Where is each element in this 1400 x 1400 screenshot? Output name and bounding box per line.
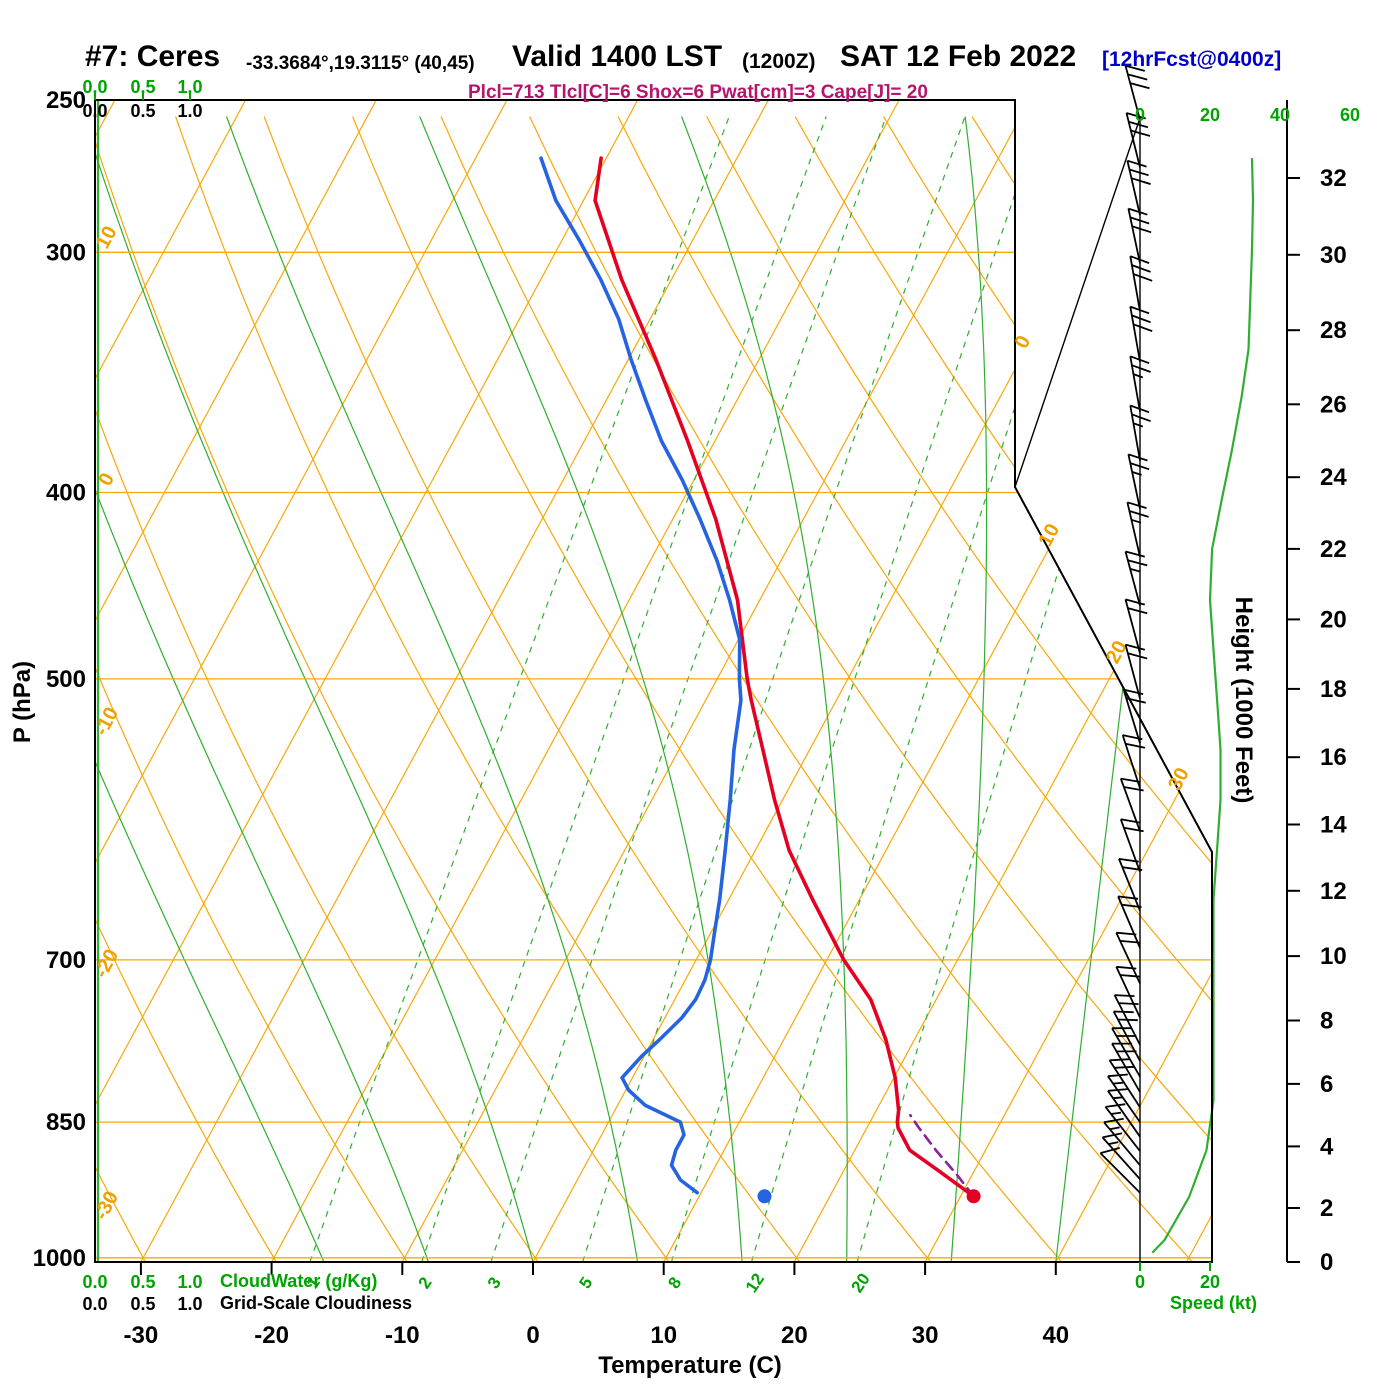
svg-text:12: 12 bbox=[1320, 878, 1347, 905]
parcel-curve bbox=[909, 1113, 975, 1198]
svg-text:1.0: 1.0 bbox=[177, 1272, 202, 1292]
svg-text:22: 22 bbox=[1320, 536, 1347, 563]
svg-text:3: 3 bbox=[484, 1274, 505, 1292]
svg-text:8: 8 bbox=[664, 1274, 685, 1292]
station-title: #7: Ceres bbox=[85, 40, 221, 73]
svg-text:24: 24 bbox=[1320, 464, 1347, 491]
svg-text:20: 20 bbox=[1200, 1272, 1220, 1292]
svg-text:10: 10 bbox=[1320, 943, 1347, 970]
svg-text:26: 26 bbox=[1320, 391, 1347, 418]
svg-text:10: 10 bbox=[650, 1322, 677, 1349]
cloudwater-axis-label: CloudWater (g/Kg) bbox=[220, 1271, 378, 1291]
moist-adiabats bbox=[95, 116, 1183, 1262]
svg-text:0.0: 0.0 bbox=[82, 1272, 107, 1292]
svg-text:0.5: 0.5 bbox=[130, 1272, 155, 1292]
svg-text:-30: -30 bbox=[124, 1322, 159, 1349]
svg-text:0.5: 0.5 bbox=[130, 1294, 155, 1314]
svg-text:1.0: 1.0 bbox=[177, 77, 202, 97]
svg-text:2: 2 bbox=[1320, 1195, 1333, 1222]
dry-adiabats bbox=[95, 116, 1212, 1262]
svg-text:-20: -20 bbox=[254, 1322, 289, 1349]
surface-temperature-dot bbox=[966, 1189, 981, 1204]
svg-text:10: 10 bbox=[1034, 520, 1064, 550]
svg-text:30: 30 bbox=[1320, 242, 1347, 269]
isotherms bbox=[95, 100, 1212, 1262]
svg-text:30: 30 bbox=[912, 1322, 939, 1349]
svg-text:700: 700 bbox=[46, 947, 86, 974]
svg-text:32: 32 bbox=[1320, 165, 1347, 192]
speed-axis-label: Speed (kt) bbox=[1170, 1293, 1258, 1313]
svg-text:0.0: 0.0 bbox=[82, 1294, 107, 1314]
svg-text:0: 0 bbox=[1135, 105, 1145, 125]
svg-text:6: 6 bbox=[1320, 1071, 1333, 1098]
temperature-axis-title: Temperature (C) bbox=[598, 1352, 782, 1379]
svg-text:20: 20 bbox=[847, 1270, 873, 1296]
forecast-tag: [12hrFcst@0400z] bbox=[1102, 48, 1282, 71]
svg-text:0.5: 0.5 bbox=[130, 101, 155, 121]
svg-text:18: 18 bbox=[1320, 676, 1347, 703]
sounding-curves bbox=[539, 156, 981, 1204]
svg-text:0: 0 bbox=[1320, 1249, 1333, 1276]
svg-text:20: 20 bbox=[1320, 606, 1347, 633]
svg-text:0.5: 0.5 bbox=[130, 77, 155, 97]
svg-text:60: 60 bbox=[1340, 105, 1360, 125]
svg-text:20: 20 bbox=[781, 1322, 808, 1349]
svg-text:1.0: 1.0 bbox=[177, 1294, 202, 1314]
svg-text:1.0: 1.0 bbox=[177, 101, 202, 121]
station-coordinates: -33.3684°,19.3115° (40,45) bbox=[246, 53, 475, 74]
surface-dewpoint-dot bbox=[757, 1189, 772, 1204]
svg-text:2: 2 bbox=[415, 1274, 436, 1292]
plot-border bbox=[94, 99, 1213, 1263]
speed-axis-diagonal bbox=[1014, 117, 1141, 488]
valid-time-z: (1200Z) bbox=[742, 50, 816, 73]
svg-text:850: 850 bbox=[46, 1109, 86, 1136]
svg-text:40: 40 bbox=[1270, 105, 1290, 125]
svg-text:28: 28 bbox=[1320, 317, 1347, 344]
svg-text:40: 40 bbox=[1042, 1322, 1069, 1349]
svg-text:400: 400 bbox=[46, 480, 86, 507]
svg-text:0.0: 0.0 bbox=[82, 101, 107, 121]
svg-text:4: 4 bbox=[1320, 1133, 1334, 1160]
sounding-parameters: Plcl=713 Tlcl[C]=6 Shox=6 Pwat[cm]=3 Cap… bbox=[468, 82, 928, 103]
svg-text:1000: 1000 bbox=[33, 1245, 86, 1272]
pressure-axis-title: P (hPa) bbox=[9, 660, 36, 744]
svg-text:250: 250 bbox=[46, 87, 86, 114]
svg-text:0.0: 0.0 bbox=[82, 77, 107, 97]
svg-text:8: 8 bbox=[1320, 1007, 1333, 1034]
svg-text:20: 20 bbox=[1200, 105, 1220, 125]
mixing-ratio-lines bbox=[309, 116, 1201, 1262]
svg-text:0: 0 bbox=[1135, 1272, 1145, 1292]
svg-text:-10: -10 bbox=[385, 1322, 420, 1349]
svg-text:16: 16 bbox=[1320, 744, 1347, 771]
cloudiness-axis-label: Grid-Scale Cloudiness bbox=[220, 1293, 413, 1313]
svg-text:5: 5 bbox=[575, 1274, 596, 1292]
svg-text:14: 14 bbox=[1320, 812, 1347, 839]
background-lines bbox=[95, 100, 1212, 1262]
svg-text:12: 12 bbox=[742, 1270, 768, 1296]
valid-date: SAT 12 Feb 2022 bbox=[840, 40, 1077, 73]
dewpoint-curve bbox=[539, 156, 743, 1195]
svg-text:30: 30 bbox=[1164, 764, 1194, 794]
svg-text:500: 500 bbox=[46, 666, 86, 693]
wind-barbs bbox=[1099, 64, 1153, 1194]
svg-text:10: 10 bbox=[92, 223, 122, 253]
pressure-gridlines bbox=[95, 251, 1212, 1259]
valid-time: Valid 1400 LST bbox=[512, 40, 723, 73]
svg-text:20: 20 bbox=[1102, 637, 1132, 667]
svg-text:0: 0 bbox=[526, 1322, 539, 1349]
height-axis-title: Height (1000 Feet) bbox=[1230, 596, 1257, 804]
temperature-curve bbox=[593, 156, 976, 1199]
svg-text:300: 300 bbox=[46, 239, 86, 266]
